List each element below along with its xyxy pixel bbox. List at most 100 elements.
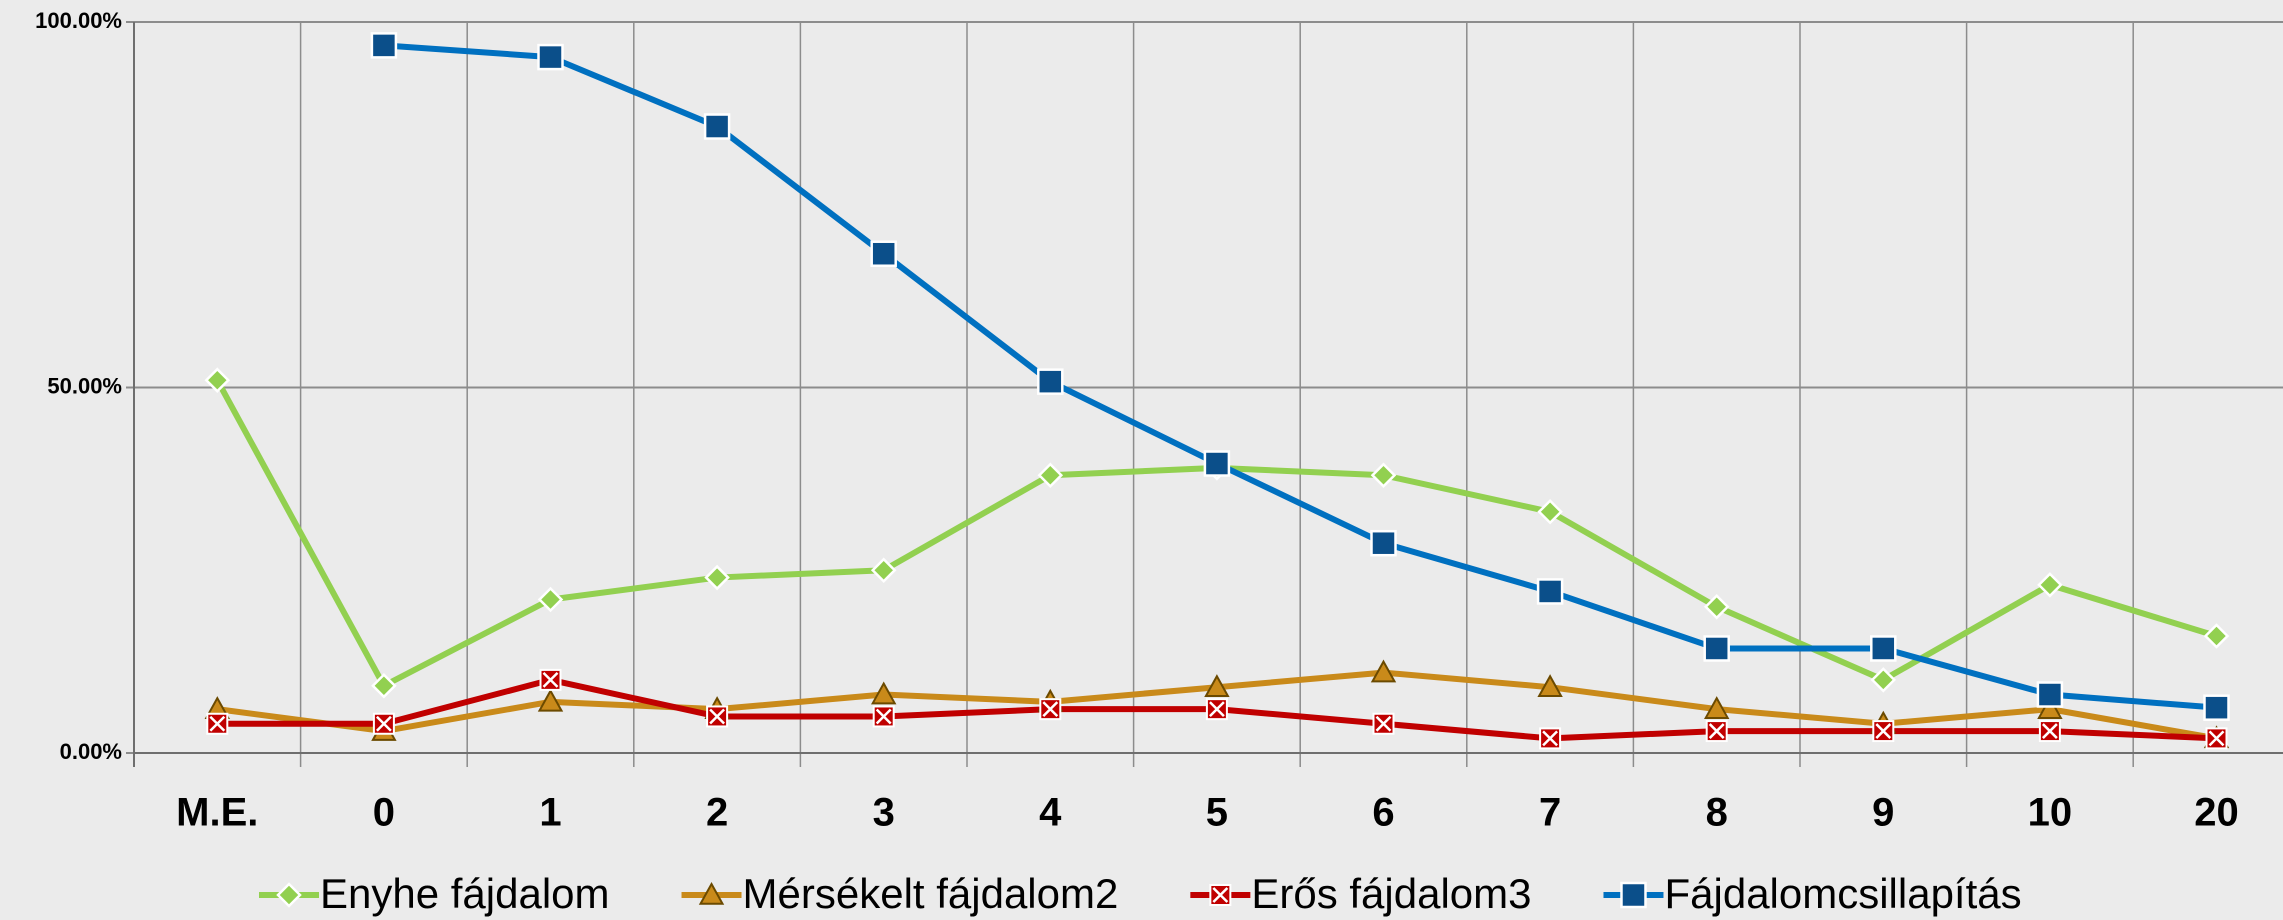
marker-cross: [709, 708, 725, 725]
y-tick-label: 50.00%: [47, 373, 122, 398]
x-tick-label: 6: [1372, 791, 1394, 835]
marker-shape: [1536, 578, 1564, 605]
marker-shape: [2203, 694, 2230, 721]
marker-shape: [870, 240, 897, 267]
marker: [1203, 450, 1231, 477]
marker: [372, 712, 395, 735]
series-line: [214, 378, 2218, 689]
marker: [1205, 698, 1228, 721]
marker: [1539, 727, 1562, 750]
marker: [539, 668, 562, 691]
marker-shape: [1370, 462, 1397, 488]
marker: [537, 43, 564, 71]
marker: [871, 681, 897, 705]
x-tick-label: 5: [1206, 791, 1228, 835]
marker: [1370, 659, 1397, 683]
x-tick-label: 0: [373, 791, 395, 835]
marker-shape: [703, 113, 731, 140]
marker-shape: [370, 32, 398, 59]
marker: [1872, 720, 1895, 743]
marker-cross: [1375, 715, 1392, 732]
marker-shape: [1704, 696, 1730, 719]
marker-shape: [1037, 462, 1064, 488]
y-tick-label: 100.00%: [35, 8, 122, 33]
x-tick-label: 1: [539, 791, 561, 835]
marker: [1620, 881, 1647, 909]
legend-item: Erős fájdalom3: [1190, 870, 1531, 917]
marker-shape: [1370, 659, 1397, 683]
marker-shape: [204, 367, 231, 393]
legend-label: Fájdalomcsillapítás: [1664, 870, 2021, 917]
marker-cross: [2042, 723, 2058, 739]
marker: [204, 367, 231, 393]
marker: [1372, 712, 1395, 735]
legend-item: Mérsékelt fájdalom2: [681, 870, 1119, 917]
legend-label: Mérsékelt fájdalom2: [743, 870, 1119, 917]
marker-cross: [1708, 723, 1725, 739]
marker: [2203, 694, 2230, 721]
marker: [1703, 594, 1730, 620]
marker: [870, 240, 897, 267]
marker: [1370, 529, 1397, 557]
marker: [704, 564, 730, 591]
legend-label: Erős fájdalom3: [1251, 870, 1531, 917]
marker-shape: [276, 882, 302, 908]
marker-shape: [1870, 667, 1897, 693]
marker-shape: [1037, 368, 1064, 395]
marker-shape: [2036, 681, 2064, 708]
marker-shape: [1703, 635, 1730, 662]
marker: [1039, 698, 1062, 721]
x-tick-label: 3: [873, 791, 895, 835]
marker: [2038, 720, 2061, 743]
marker-cross: [1042, 701, 1059, 718]
marker-shape: [1537, 674, 1563, 698]
marker: [537, 586, 564, 613]
marker-cross: [376, 715, 392, 732]
marker: [2037, 696, 2063, 719]
marker: [870, 557, 897, 584]
marker-cross: [2208, 730, 2225, 747]
marker-shape: [871, 681, 897, 705]
series-line: [383, 42, 2217, 711]
marker: [1037, 462, 1064, 488]
marker: [2205, 727, 2228, 750]
y-tick-label: 0.00%: [60, 739, 122, 764]
x-tick-label: 10: [2028, 791, 2073, 835]
marker: [1536, 578, 1564, 605]
marker: [2037, 572, 2063, 598]
marker: [1537, 674, 1563, 698]
marker-cross: [1212, 887, 1229, 903]
legend-item: Fájdalomcsillapítás: [1603, 870, 2022, 917]
legend-item: Enyhe fájdalom: [259, 870, 610, 917]
x-tick-label: 8: [1706, 791, 1728, 835]
x-tick-label: M.E.: [176, 791, 258, 835]
marker-shape: [704, 564, 730, 591]
x-tick-label: 7: [1539, 791, 1561, 835]
marker: [206, 712, 229, 735]
marker-shape: [2203, 623, 2230, 649]
marker: [1703, 635, 1730, 662]
marker-cross: [209, 715, 226, 732]
marker: [1705, 720, 1728, 743]
x-tick-label: 9: [1872, 791, 1894, 835]
marker-shape: [2037, 572, 2063, 598]
marker-shape: [1620, 881, 1647, 909]
x-tick-label: 4: [1039, 791, 1062, 835]
marker: [2036, 681, 2064, 708]
x-tick-label: 2: [706, 791, 728, 835]
marker-cross: [1542, 730, 1558, 747]
marker-cross: [1875, 723, 1892, 739]
marker-shape: [1204, 674, 1230, 698]
marker-shape: [1370, 529, 1397, 557]
marker: [872, 705, 895, 728]
marker: [537, 688, 564, 712]
marker-shape: [1703, 594, 1730, 620]
marker-shape: [537, 43, 564, 71]
marker: [1870, 667, 1897, 693]
marker: [1704, 696, 1730, 719]
marker-shape: [1203, 450, 1231, 477]
marker-cross: [875, 708, 892, 725]
marker: [1537, 499, 1563, 525]
